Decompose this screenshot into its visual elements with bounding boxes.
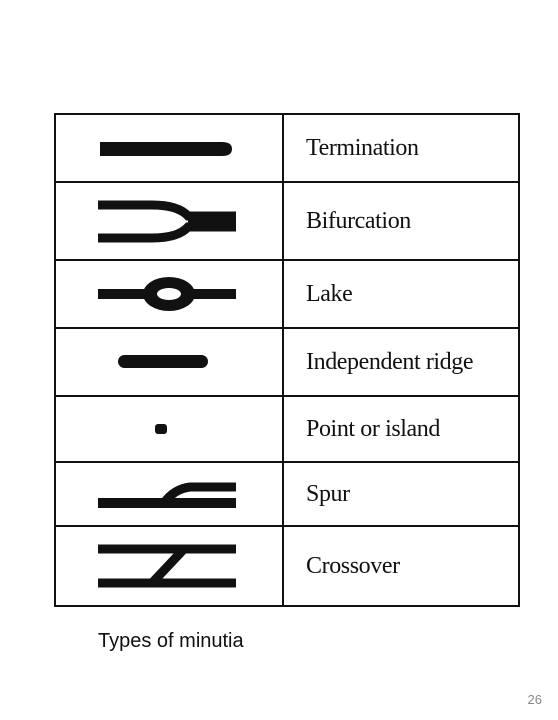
table-row-spur: Spur xyxy=(56,463,518,525)
row-label: Independent ridge xyxy=(306,348,474,375)
row-label: Crossover xyxy=(306,552,400,579)
independent-ridge-icon xyxy=(118,355,208,368)
row-divider xyxy=(56,181,518,183)
row-divider xyxy=(56,259,518,261)
table-row-lake: Lake xyxy=(56,261,518,327)
table-row-termination: Termination xyxy=(56,115,518,181)
termination-icon xyxy=(100,142,232,156)
row-label: Lake xyxy=(306,280,353,307)
row-divider xyxy=(56,525,518,527)
icon-cell xyxy=(56,329,282,395)
lake-icon xyxy=(98,277,236,311)
row-label: Bifurcation xyxy=(306,207,411,234)
crossover-icon xyxy=(98,544,236,588)
minutia-table: Termination Bifurcation Lake xyxy=(54,113,520,607)
page-number: 26 xyxy=(527,692,542,707)
row-label: Spur xyxy=(306,480,350,507)
table-row-independent-ridge: Independent ridge xyxy=(56,329,518,395)
row-divider xyxy=(56,395,518,397)
table-row-bifurcation: Bifurcation xyxy=(56,183,518,259)
row-label: Termination xyxy=(306,134,419,161)
point-or-island-icon xyxy=(155,424,167,434)
icon-cell xyxy=(56,261,282,327)
icon-cell xyxy=(56,397,282,461)
row-divider xyxy=(56,327,518,329)
column-divider xyxy=(282,115,284,605)
row-label: Point or island xyxy=(306,415,441,442)
table-row-point-or-island: Point or island xyxy=(56,397,518,461)
icon-cell xyxy=(56,183,282,259)
spur-icon xyxy=(98,482,236,508)
icon-cell xyxy=(56,527,282,605)
icon-cell xyxy=(56,115,282,181)
icon-cell xyxy=(56,463,282,525)
table-row-crossover: Crossover xyxy=(56,527,518,605)
bifurcation-icon xyxy=(98,200,236,243)
caption: Types of minutia xyxy=(98,630,244,652)
row-divider xyxy=(56,461,518,463)
